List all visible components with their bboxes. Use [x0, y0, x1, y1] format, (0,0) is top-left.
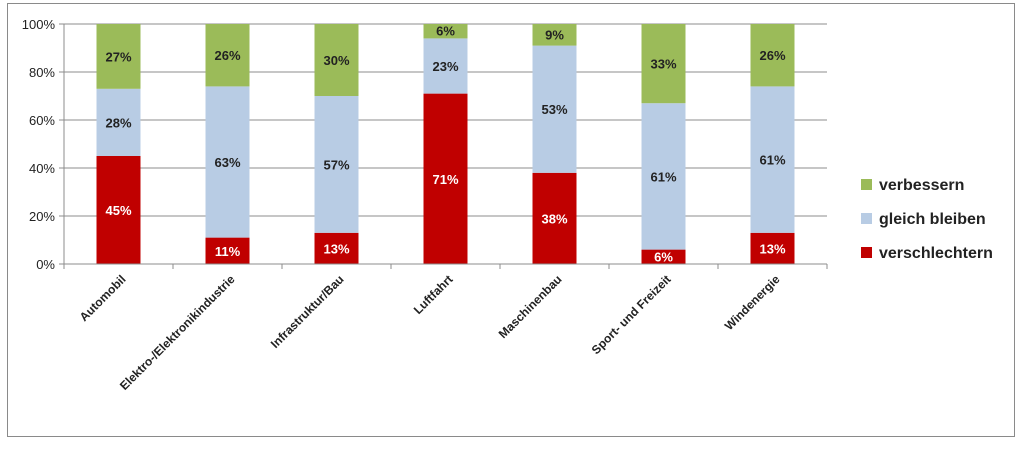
- data-label: 23%: [432, 59, 458, 74]
- bar-segment-verbessern: [314, 24, 359, 96]
- x-category-label: Infrastruktur/Bau: [268, 272, 347, 351]
- data-label: 61%: [759, 153, 785, 168]
- x-category-label: Luftfahrt: [411, 272, 456, 317]
- bar-stacks: [96, 24, 795, 264]
- x-category-label: Elektro-/Elektronikindustrie: [117, 272, 238, 393]
- stacked-bar-chart: 0% 20% 40% 60% 80% 100% AutomobilElektro-/Ele…: [22, 17, 993, 393]
- data-label: 57%: [323, 157, 349, 172]
- data-label: 26%: [759, 48, 785, 63]
- data-labels: 45% 28% 27% 11% 63% 26% 13% 57% 30% 71% 23% 6% 38% 53…: [105, 24, 785, 265]
- data-label: 13%: [323, 241, 349, 256]
- data-label: 27%: [105, 49, 131, 64]
- y-axis-ticks: 0% 20% 40% 60% 80% 100%: [22, 17, 56, 272]
- data-label: 30%: [323, 53, 349, 68]
- bar-segment-gleich-bleiben: [423, 38, 468, 94]
- legend-swatch: [861, 213, 872, 224]
- bar-segment-verschlechtern: [314, 232, 359, 264]
- data-label: 28%: [105, 115, 131, 130]
- bar-segment-verschlechtern: [641, 249, 686, 264]
- x-category-label: Sport- und Freizeit: [589, 272, 674, 357]
- bar-segment-gleich-bleiben: [532, 45, 577, 173]
- data-label: 33%: [650, 57, 676, 72]
- legend-label: verschlechtern: [879, 245, 993, 262]
- y-tick-label: 0%: [36, 257, 55, 272]
- bar-segment-verbessern: [532, 24, 577, 46]
- bar-segment-gleich-bleiben: [96, 88, 141, 156]
- data-label: 45%: [105, 203, 131, 218]
- bar-segment-verbessern: [205, 24, 250, 87]
- bar-segment-verschlechtern: [96, 156, 141, 264]
- data-label: 63%: [214, 155, 240, 170]
- x-category-label: Automobil: [77, 272, 129, 324]
- bar-segment-verbessern: [750, 24, 795, 87]
- bar-segment-verbessern: [96, 24, 141, 89]
- bar-segment-gleich-bleiben: [314, 96, 359, 233]
- data-label: 11%: [215, 244, 241, 259]
- legend-label: gleich bleiben: [879, 211, 986, 228]
- data-label: 6%: [654, 249, 673, 264]
- data-label: 53%: [541, 102, 567, 117]
- bar-segment-verbessern: [641, 24, 686, 104]
- bar-segment-verschlechtern: [750, 232, 795, 264]
- legend-label: verbessern: [879, 177, 964, 194]
- data-label: 61%: [650, 169, 676, 184]
- legend-swatch: [861, 247, 872, 258]
- data-label: 71%: [432, 172, 458, 187]
- y-tick-label: 100%: [22, 17, 56, 32]
- bar-segment-gleich-bleiben: [641, 103, 686, 250]
- bar-segment-verbessern: [423, 24, 468, 39]
- data-label: 26%: [214, 48, 240, 63]
- y-tick-label: 40%: [29, 161, 55, 176]
- bar-segment-gleich-bleiben: [750, 86, 795, 233]
- data-label: 9%: [545, 27, 564, 42]
- x-category-label: Maschinenbau: [496, 272, 565, 341]
- chart-frame: 0% 20% 40% 60% 80% 100% Automobil Elektro-/Ele…: [7, 3, 1015, 437]
- bar-segment-verschlechtern: [205, 237, 250, 264]
- legend: verbessern gleich bleiben verschlechtern: [861, 177, 993, 262]
- data-label: 6%: [436, 24, 455, 39]
- data-label: 13%: [759, 241, 785, 256]
- legend-swatch: [861, 179, 872, 190]
- y-tick-label: 80%: [29, 65, 55, 80]
- axes: [59, 23, 828, 269]
- bar-segment-verschlechtern: [532, 172, 577, 264]
- bar-segment-gleich-bleiben: [205, 86, 250, 238]
- bar-segment-verschlechtern: [423, 93, 468, 264]
- data-label: 38%: [541, 211, 567, 226]
- y-tick-label: 20%: [29, 209, 55, 224]
- y-tick-label: 60%: [29, 113, 55, 128]
- x-category-label: Windenergie: [722, 272, 783, 333]
